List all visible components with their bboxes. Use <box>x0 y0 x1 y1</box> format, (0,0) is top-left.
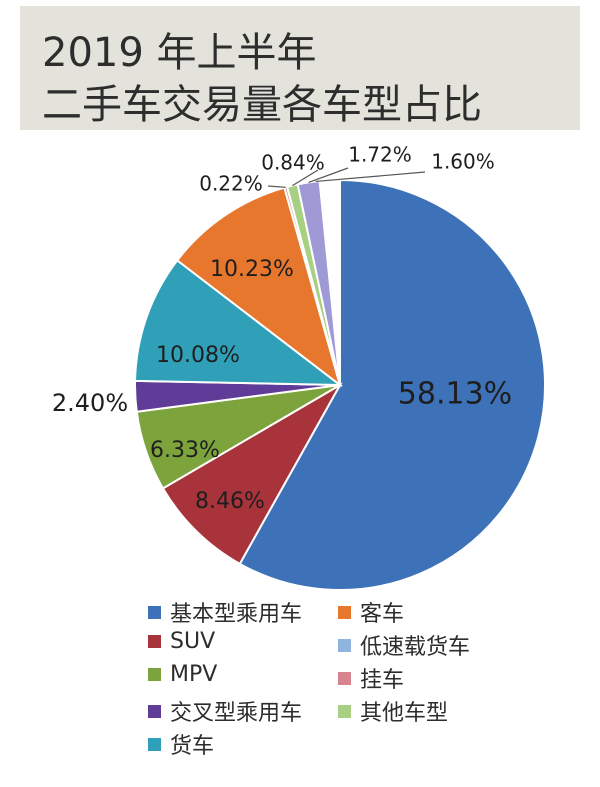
legend-label: 交叉型乘用车 <box>170 701 303 726</box>
legend-item-8: 其他车型 <box>338 695 448 727</box>
legend-item-9: 货车 <box>148 728 214 760</box>
data-label-4: 2.40% <box>52 389 128 417</box>
data-label-9: 1.72% <box>348 143 412 167</box>
legend-label: 低速载货车 <box>360 635 471 660</box>
legend-label: 挂车 <box>360 668 405 693</box>
chart-title-line-2: 二手车交易量各车型占比 <box>42 82 482 128</box>
legend-swatch <box>338 605 351 619</box>
legend-swatch <box>338 671 351 685</box>
leader-line-extra <box>315 171 426 183</box>
data-label-5: 10.08% <box>156 343 240 368</box>
legend-label: 其他车型 <box>360 701 449 726</box>
leader-line-9 <box>308 167 349 183</box>
pie-slice-6 <box>175 186 342 388</box>
data-label-extra: 1.60% <box>431 150 495 174</box>
legend-item-4: 低速载货车 <box>338 629 470 661</box>
legend-label: 基本型乘用车 <box>170 602 303 627</box>
legend-swatch <box>148 704 161 718</box>
data-label-1: 58.13% <box>398 377 512 412</box>
pie-slice-5 <box>134 258 344 387</box>
legend-item-2: 客车 <box>338 596 404 628</box>
legend-item-7: 交叉型乘用车 <box>148 695 302 727</box>
data-label-6: 10.23% <box>210 257 294 282</box>
leader-line-8 <box>292 169 319 187</box>
pie-chart: 58.13% 8.46% 6.33% 2.40% 10.08% 10.23% 0.22%0.… <box>52 143 546 591</box>
legend-item-3: SUV <box>148 629 215 654</box>
data-label-2: 8.46% <box>195 489 265 514</box>
legend-item-6: 挂车 <box>338 662 404 694</box>
legend-label: SUV <box>170 629 216 654</box>
legend-swatch <box>338 638 351 652</box>
title-panel: 2019 年上半年 二手车交易量各车型占比 <box>20 6 580 130</box>
legend-label: 货车 <box>170 734 215 759</box>
legend-swatch <box>148 668 161 681</box>
chart-title-line-1: 2019 年上半年 <box>42 30 317 76</box>
legend-swatch <box>148 605 161 619</box>
data-label-8: 0.84% <box>261 151 325 175</box>
pie-slice-1 <box>238 178 546 591</box>
legend-item-5: MPV <box>148 662 217 687</box>
data-label-3: 6.33% <box>150 438 220 463</box>
legend-label: 客车 <box>360 602 405 627</box>
data-label-7: 0.22% <box>199 172 263 196</box>
legend-swatch <box>148 737 161 751</box>
legend-item-1: 基本型乘用车 <box>148 596 302 628</box>
legend-label: MPV <box>170 662 218 687</box>
pie-slice-2 <box>161 382 343 566</box>
legend-swatch <box>338 704 351 718</box>
legend-swatch <box>148 635 161 648</box>
leader-line-7 <box>267 185 286 188</box>
